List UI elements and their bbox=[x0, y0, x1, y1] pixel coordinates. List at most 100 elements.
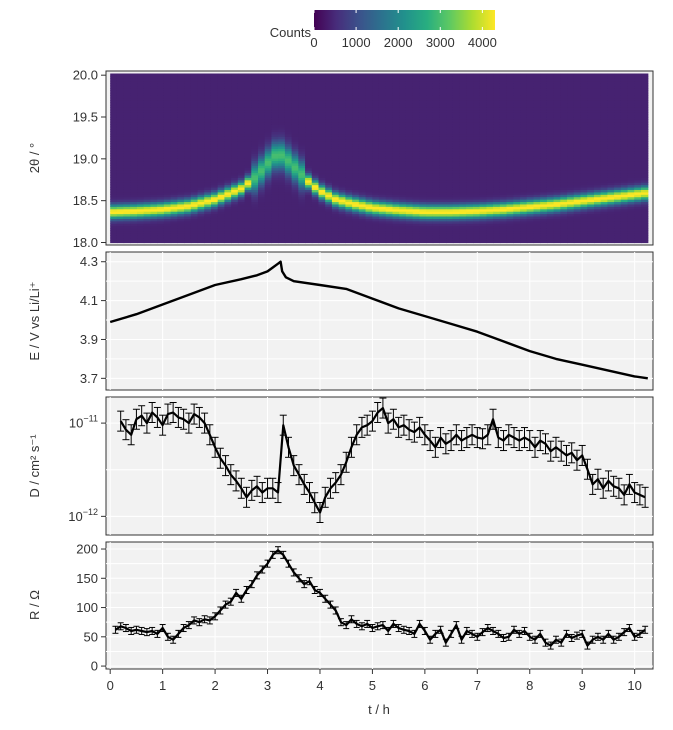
heatmap-cell bbox=[533, 112, 541, 116]
heatmap-cell bbox=[110, 112, 118, 116]
heatmap-cell bbox=[546, 90, 555, 94]
heatmap-cell bbox=[486, 215, 494, 219]
heatmap-cell bbox=[459, 206, 467, 210]
heatmap-cell bbox=[553, 160, 561, 164]
heatmap-cell bbox=[432, 155, 441, 159]
heatmap-cell bbox=[412, 184, 420, 188]
heatmap-cell bbox=[580, 211, 588, 215]
heatmap-cell bbox=[177, 87, 185, 91]
heatmap-cell bbox=[405, 87, 414, 91]
heatmap-cell bbox=[130, 160, 138, 164]
heatmap-cell bbox=[392, 109, 400, 113]
heatmap-cell bbox=[345, 211, 353, 215]
heatmap-cell bbox=[258, 129, 266, 133]
heatmap-cell bbox=[526, 100, 535, 104]
heatmap-cell bbox=[473, 95, 481, 99]
heatmap-cell bbox=[137, 114, 145, 118]
heatmap-cell bbox=[291, 155, 299, 159]
heatmap-cell bbox=[459, 78, 467, 82]
heatmap-cell bbox=[331, 119, 340, 123]
heatmap-cell bbox=[116, 191, 125, 195]
heatmap-cell bbox=[137, 124, 145, 128]
heatmap-cell bbox=[573, 182, 582, 186]
heatmap-cell bbox=[157, 165, 165, 169]
heatmap-cell bbox=[278, 119, 286, 123]
heatmap-cell bbox=[157, 213, 165, 217]
heatmap-cell bbox=[271, 114, 279, 118]
heatmap-cell bbox=[197, 138, 205, 142]
heatmap-cell bbox=[157, 230, 165, 234]
heatmap-cell bbox=[399, 162, 407, 166]
heatmap-cell bbox=[110, 148, 118, 152]
heatmap-cell bbox=[358, 215, 367, 219]
heatmap-cell bbox=[130, 232, 138, 236]
heatmap-cell bbox=[184, 191, 192, 195]
heatmap-cell bbox=[338, 83, 346, 87]
heatmap-cell bbox=[452, 107, 461, 111]
heatmap-cell bbox=[560, 174, 568, 178]
heatmap-cell bbox=[533, 85, 541, 89]
heatmap-cell bbox=[190, 119, 199, 123]
heatmap-cell bbox=[392, 95, 400, 99]
heatmap-cell bbox=[399, 208, 407, 212]
heatmap-cell bbox=[163, 85, 172, 89]
heatmap-cell bbox=[553, 182, 561, 186]
heatmap-cell bbox=[331, 230, 340, 234]
heatmap-cell bbox=[452, 129, 461, 133]
heatmap-cell bbox=[446, 97, 454, 101]
heatmap-cell bbox=[432, 213, 441, 217]
heatmap-cell bbox=[291, 73, 299, 77]
heatmap-cell bbox=[298, 129, 306, 133]
heatmap-cell bbox=[560, 92, 568, 96]
heatmap-cell bbox=[231, 109, 239, 113]
heatmap-cell bbox=[506, 201, 514, 205]
heatmap-cell bbox=[345, 177, 353, 181]
heatmap-cell bbox=[190, 143, 199, 147]
heatmap-cell bbox=[210, 237, 219, 241]
heatmap-cell bbox=[150, 150, 158, 154]
heatmap-cell bbox=[170, 199, 178, 203]
heatmap-cell bbox=[325, 136, 333, 140]
heatmap-cell bbox=[197, 112, 205, 116]
heatmap-cell bbox=[210, 160, 219, 164]
heatmap-cell bbox=[426, 170, 434, 174]
heatmap-cell bbox=[305, 228, 313, 232]
heatmap-cell bbox=[385, 78, 394, 82]
heatmap-cell bbox=[553, 196, 561, 200]
heatmap-cell bbox=[540, 85, 548, 89]
heatmap-cell bbox=[560, 220, 568, 224]
heatmap-cell bbox=[210, 235, 219, 239]
heatmap-cell bbox=[580, 230, 588, 234]
heatmap-cell bbox=[338, 126, 346, 130]
heatmap-cell bbox=[560, 228, 568, 232]
heatmap-cell bbox=[331, 165, 340, 169]
heatmap-cell bbox=[345, 114, 353, 118]
heatmap-cell bbox=[452, 174, 461, 178]
heatmap-cell bbox=[533, 194, 541, 198]
heatmap-cell bbox=[385, 240, 394, 244]
heatmap-cell bbox=[567, 186, 575, 190]
heatmap-cell bbox=[150, 177, 158, 181]
heatmap-cell bbox=[345, 218, 353, 222]
heatmap-cell bbox=[372, 167, 380, 171]
heatmap-cell bbox=[305, 97, 313, 101]
heatmap-cell bbox=[237, 165, 246, 169]
heatmap-cell bbox=[284, 189, 293, 193]
heatmap-cell bbox=[540, 109, 548, 113]
heatmap-cell bbox=[311, 211, 320, 215]
heatmap-cell bbox=[177, 155, 185, 159]
heatmap-cell bbox=[338, 215, 346, 219]
heatmap-cell bbox=[157, 78, 165, 82]
heatmap-cell bbox=[560, 182, 568, 186]
heatmap-cell bbox=[150, 196, 158, 200]
heatmap-cell bbox=[526, 196, 535, 200]
heatmap-cell bbox=[499, 165, 508, 169]
heatmap-cell bbox=[553, 102, 561, 106]
heatmap-cell bbox=[540, 237, 548, 241]
heatmap-cell bbox=[385, 133, 394, 137]
heatmap-cell bbox=[506, 184, 514, 188]
heatmap-cell bbox=[258, 184, 266, 188]
heatmap-cell bbox=[204, 131, 212, 135]
heatmap-cell bbox=[520, 158, 528, 162]
heatmap-cell bbox=[466, 119, 474, 123]
